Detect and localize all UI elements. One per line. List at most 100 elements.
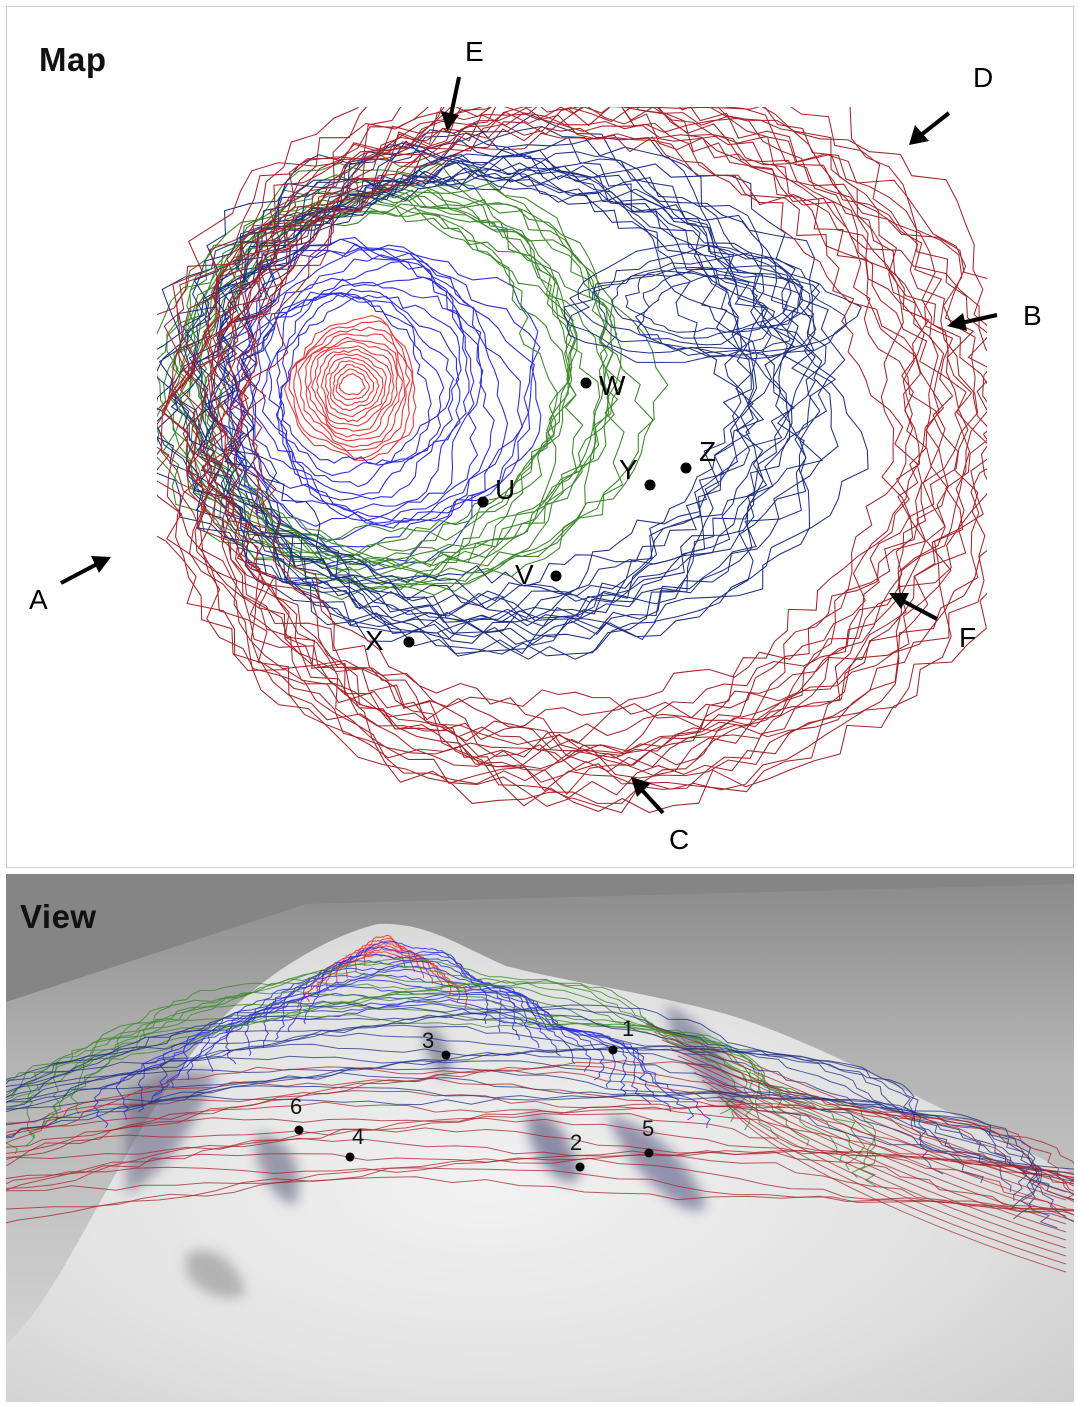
contour-line — [335, 368, 370, 401]
direction-label-d: D — [973, 62, 993, 93]
view-point-2: 2 — [570, 1130, 585, 1172]
contour-line — [701, 1079, 1067, 1241]
contour-line — [53, 962, 750, 1123]
contour-line — [219, 107, 969, 770]
contour-line — [6, 1127, 1074, 1203]
contour-line — [186, 123, 839, 634]
contour-line — [204, 186, 559, 543]
direction-arrow-c: C — [631, 777, 689, 855]
contour-line — [6, 988, 838, 1155]
contour-line — [634, 271, 788, 339]
direction-arrow-d: D — [909, 62, 993, 145]
contour-line — [227, 238, 535, 548]
view-point-3: 3 — [422, 1028, 451, 1060]
contour-line — [275, 292, 445, 477]
contour-line — [199, 166, 799, 646]
contour-lines — [157, 107, 987, 814]
direction-arrow-e: E — [441, 36, 484, 131]
contour-line — [170, 136, 768, 627]
point-label-w: W — [599, 370, 626, 401]
view-label-4: 4 — [352, 1124, 364, 1149]
contour-line — [163, 107, 987, 804]
contour-line — [6, 1048, 1074, 1223]
contour-line — [157, 162, 625, 592]
map-point-v: V — [515, 559, 562, 590]
contour-line — [168, 183, 584, 573]
contour-line — [6, 1085, 1074, 1176]
view-point-4: 4 — [345, 1124, 364, 1162]
contour-line — [6, 1060, 1074, 1201]
contour-line — [6, 1106, 1074, 1174]
contour-line — [624, 270, 804, 346]
contour-line — [6, 1010, 1012, 1193]
direction-arrow-a: A — [29, 556, 111, 615]
map-panel: A B C D E F U — [6, 6, 1074, 868]
contour-line — [315, 948, 452, 997]
point-label-v: V — [515, 559, 534, 590]
contour-line — [6, 1176, 1074, 1224]
contour-line — [185, 107, 975, 792]
contour-line — [157, 136, 816, 660]
contour-line — [311, 345, 395, 432]
contour-line — [6, 1101, 1074, 1178]
contour-line — [6, 1117, 1074, 1182]
contour-line — [332, 364, 375, 406]
contour-line — [6, 1069, 1074, 1194]
contour-line — [178, 112, 939, 783]
contour-line — [180, 189, 622, 590]
contour-line — [593, 265, 811, 356]
contour-line — [293, 326, 411, 452]
contour-line — [733, 1111, 1067, 1273]
view-point-6: 6 — [290, 1094, 304, 1135]
contour-line — [240, 276, 475, 522]
contour-line — [6, 1090, 1074, 1184]
contour-line — [661, 1039, 1067, 1201]
contour-line — [6, 1167, 1074, 1212]
contour-line — [225, 132, 925, 756]
view-point-1: 1 — [608, 1016, 634, 1055]
contour-line — [6, 1007, 984, 1184]
contour-line — [93, 1003, 711, 1129]
contour-line — [297, 333, 406, 448]
contour-line — [203, 126, 921, 763]
contour-line — [677, 1055, 1067, 1217]
contour-line — [276, 292, 455, 488]
point-label-z: Z — [699, 436, 716, 467]
contour-line — [717, 1095, 1067, 1257]
contour-line — [232, 237, 524, 541]
contour-line — [223, 244, 541, 567]
contour-line — [6, 1077, 1074, 1185]
point-label-y: Y — [619, 454, 638, 485]
point-label-x: X — [365, 625, 384, 656]
direction-label-c: C — [669, 824, 689, 855]
point-label-u: U — [495, 474, 515, 505]
contour-line — [6, 1113, 1074, 1179]
contour-line — [669, 1047, 1067, 1209]
contour-line — [6, 1002, 944, 1175]
contour-line — [157, 107, 986, 779]
contour-line — [268, 291, 460, 496]
contour-line — [693, 1071, 1067, 1233]
contour-line — [569, 252, 821, 357]
contour-line — [6, 1152, 1074, 1216]
view-title: View — [20, 898, 97, 935]
map-point-x: X — [365, 625, 415, 656]
view-label-2: 2 — [570, 1130, 582, 1155]
contour-line — [171, 189, 618, 585]
contour-line — [6, 1015, 1028, 1202]
contour-line — [137, 996, 671, 1113]
contour-line — [316, 348, 392, 427]
contour-line — [193, 158, 752, 634]
direction-label-b: B — [1023, 300, 1042, 331]
contour-line — [307, 340, 398, 438]
contour-line — [304, 336, 403, 442]
direction-label-e: E — [465, 36, 484, 67]
direction-arrow-b: B — [947, 300, 1042, 331]
contour-line — [233, 142, 765, 617]
contour-line — [645, 1023, 1067, 1185]
map-point-u: U — [477, 474, 515, 508]
contour-line — [160, 107, 952, 767]
perspective-view: 1 2 3 4 5 6 — [6, 874, 1074, 1402]
contour-line — [252, 282, 470, 512]
contour-line — [28, 980, 780, 1139]
